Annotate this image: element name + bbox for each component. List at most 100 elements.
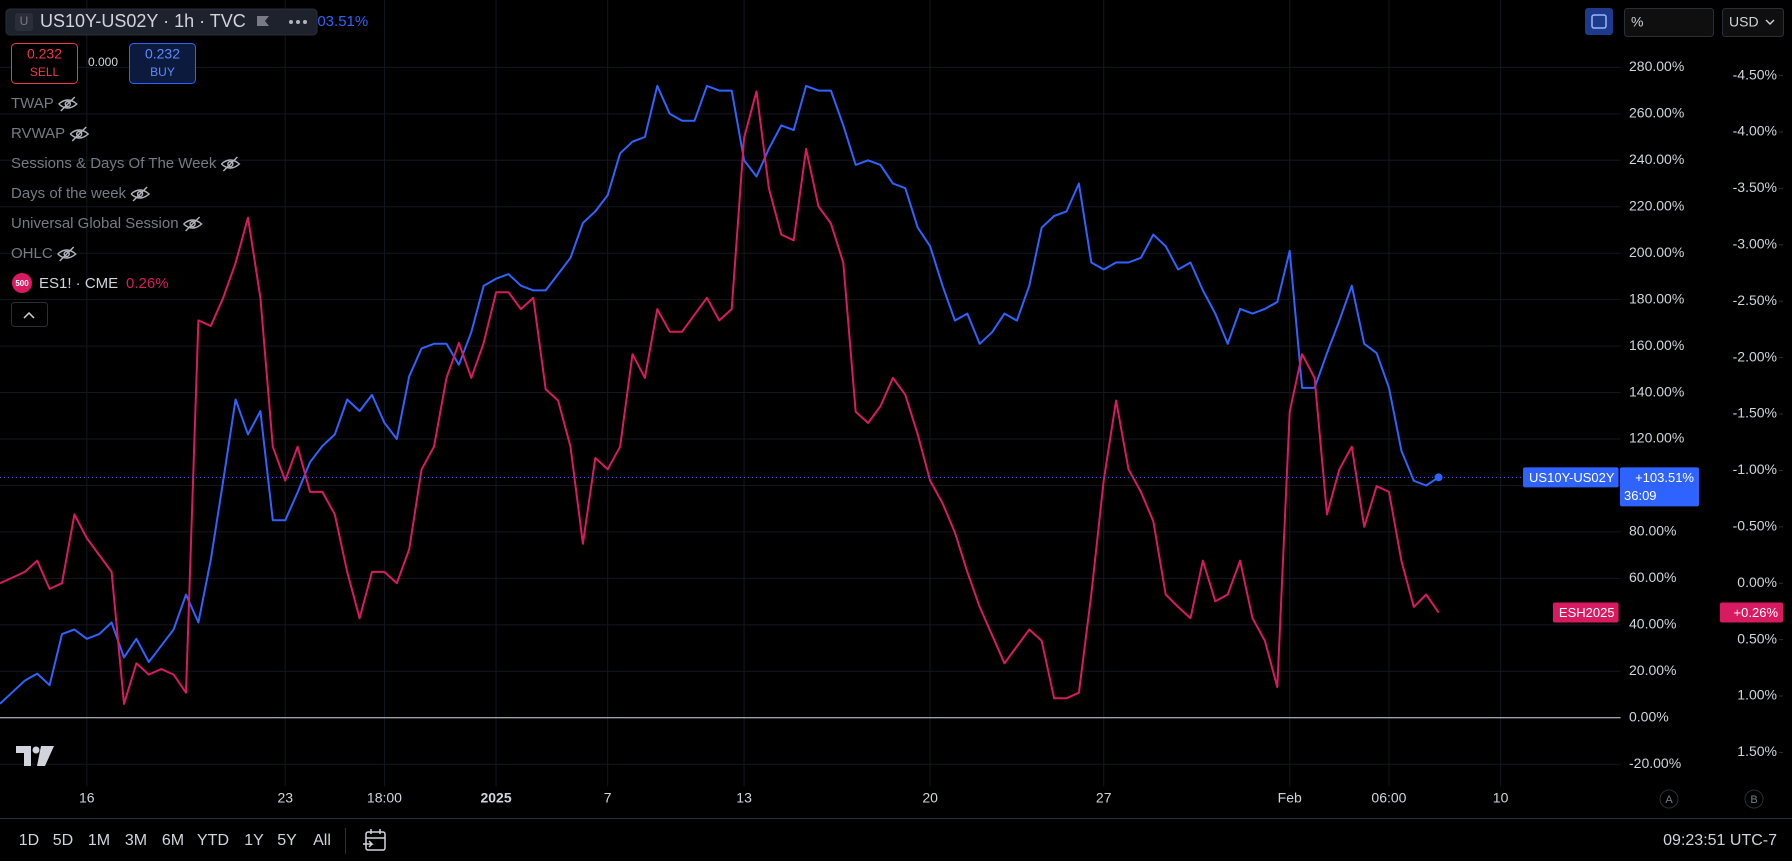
indicator-name: Universal Global Session: [11, 215, 179, 232]
hidden-eye-icon[interactable]: [183, 216, 203, 232]
buy-button[interactable]: [129, 43, 196, 84]
series-tag: ESH2025: [1559, 605, 1615, 620]
y2-tick-label: -3.50%: [1733, 179, 1777, 195]
eye-pupil: [63, 250, 70, 258]
eye-pupil: [227, 160, 234, 168]
series-line: [0, 84, 1440, 705]
y-tick-label: 40.00%: [1629, 616, 1676, 632]
range-button[interactable]: YTD: [197, 832, 229, 849]
series-line: [0, 90, 1440, 705]
buy-label: BUY: [150, 65, 175, 79]
scale-button-label: A: [1665, 794, 1673, 806]
range-button[interactable]: 1M: [88, 832, 110, 849]
y-tick-label: 120.00%: [1629, 430, 1684, 446]
indicator-name: RVWAP: [11, 125, 65, 142]
eye-pupil: [189, 220, 196, 228]
spread: 0.000: [88, 55, 118, 69]
scale-button[interactable]: [1659, 789, 1679, 809]
range-button[interactable]: 5D: [53, 832, 73, 849]
currency-box[interactable]: [1722, 8, 1784, 37]
compare-change: 0.26%: [126, 275, 169, 292]
last-value-label: +103.51%: [1635, 470, 1694, 485]
goto-date-icon[interactable]: [363, 829, 386, 851]
range-button[interactable]: 1Y: [244, 832, 264, 849]
last-value-box: [1620, 467, 1699, 507]
range-button[interactable]: 3M: [125, 832, 147, 849]
eye-slash: [222, 156, 238, 172]
y2-tick-label: 1.50%: [1737, 743, 1777, 759]
x-tick-label: Feb: [1278, 790, 1302, 806]
sell-label: SELL: [30, 65, 60, 79]
y2-tick-label: 0.50%: [1737, 630, 1777, 646]
scale-button-label: B: [1750, 794, 1757, 806]
series-tag-bg: [1552, 602, 1619, 623]
indicator-name: Sessions & Days Of The Week: [11, 155, 217, 172]
hidden-eye-icon[interactable]: [220, 156, 241, 172]
eye-pupil: [75, 130, 83, 138]
range-button[interactable]: 6M: [162, 832, 184, 849]
range-button[interactable]: All: [313, 832, 331, 849]
range-buttons: 1D 5D 1M 3M 6M YTD 1Y 5Y All: [19, 832, 331, 849]
series-tag-bg: [1523, 467, 1619, 488]
sell-button[interactable]: [11, 43, 78, 84]
range-button[interactable]: 5Y: [277, 832, 297, 849]
eye-slash: [132, 186, 148, 202]
y2-tick-label: -4.50%: [1733, 66, 1777, 82]
symbol-icon: U: [20, 14, 29, 28]
symbol-box[interactable]: [5, 8, 318, 36]
symbol-icon-box: [15, 13, 33, 31]
compare-icon: 500: [15, 279, 29, 288]
plot: 16 23 18:00 2025 7 13 20 27 Feb 06:00 10 -20.00% 0.0…: [0, 0, 1783, 806]
hidden-eye-icon[interactable]: [69, 126, 90, 142]
eye-slash: [71, 126, 87, 142]
eye-pupil: [136, 190, 144, 198]
compare-symbol: ES1! · CME: [39, 275, 118, 292]
range-button[interactable]: 1D: [19, 832, 39, 849]
scale-toggle-icon: [1591, 14, 1607, 29]
x-tick-label: 06:00: [1371, 790, 1406, 806]
y-tick-label: 60.00%: [1629, 569, 1676, 585]
collapse-icon: [23, 311, 35, 319]
scale-button[interactable]: [1744, 789, 1764, 809]
x-tick-label: 16: [79, 790, 95, 806]
scale-toggle[interactable]: [1585, 8, 1613, 35]
x-tick-label: 2025: [480, 790, 511, 806]
sell-price: 0.232: [27, 46, 62, 62]
y2-tick-label: -1.00%: [1733, 461, 1777, 477]
currency: USD: [1729, 14, 1759, 30]
x-tick-label: 27: [1096, 790, 1112, 806]
y2-tick-label: 1.00%: [1737, 687, 1777, 703]
y-tick-label: 280.00%: [1629, 58, 1684, 74]
y-tick-label: 80.00%: [1629, 523, 1676, 539]
y-tick-label: 160.00%: [1629, 337, 1684, 353]
buy-price: 0.232: [145, 46, 180, 62]
eye-slash: [59, 246, 75, 262]
hidden-eye-icon[interactable]: [58, 96, 78, 112]
logo: [16, 746, 54, 766]
end-marker: [1434, 473, 1443, 482]
x-tick-label: 18:00: [367, 790, 402, 806]
y-tick-label: 140.00%: [1629, 383, 1684, 399]
last-value-label: +0.26%: [1734, 605, 1779, 620]
y-tick-label: 260.00%: [1629, 105, 1684, 121]
scale-mode-box[interactable]: [1624, 8, 1714, 37]
series-tag: US10Y-US02Y: [1529, 470, 1615, 485]
compare-icon-bg: [12, 273, 32, 293]
y2-tick-label: -2.50%: [1733, 292, 1777, 308]
flag-icon[interactable]: [257, 16, 269, 26]
indicator-list: TWAP RVWAP Sessions & Days Of The Week Days…: [11, 95, 241, 262]
y-tick-label: 240.00%: [1629, 151, 1684, 167]
scale-mode: %: [1631, 14, 1643, 30]
last-value-box: [1720, 602, 1783, 623]
eye-slash: [185, 216, 201, 232]
more-icon[interactable]: [289, 20, 307, 24]
y-tick-label: -20.00%: [1629, 755, 1681, 771]
x-tick-label: 23: [277, 790, 293, 806]
x-tick-label: 10: [1493, 790, 1509, 806]
hidden-eye-icon[interactable]: [130, 186, 151, 202]
clock: 09:23:51 UTC-7: [1663, 832, 1777, 849]
legend-value: 103.51%: [309, 13, 368, 30]
x-tick-label: 20: [922, 790, 938, 806]
hidden-eye-icon[interactable]: [57, 246, 77, 262]
